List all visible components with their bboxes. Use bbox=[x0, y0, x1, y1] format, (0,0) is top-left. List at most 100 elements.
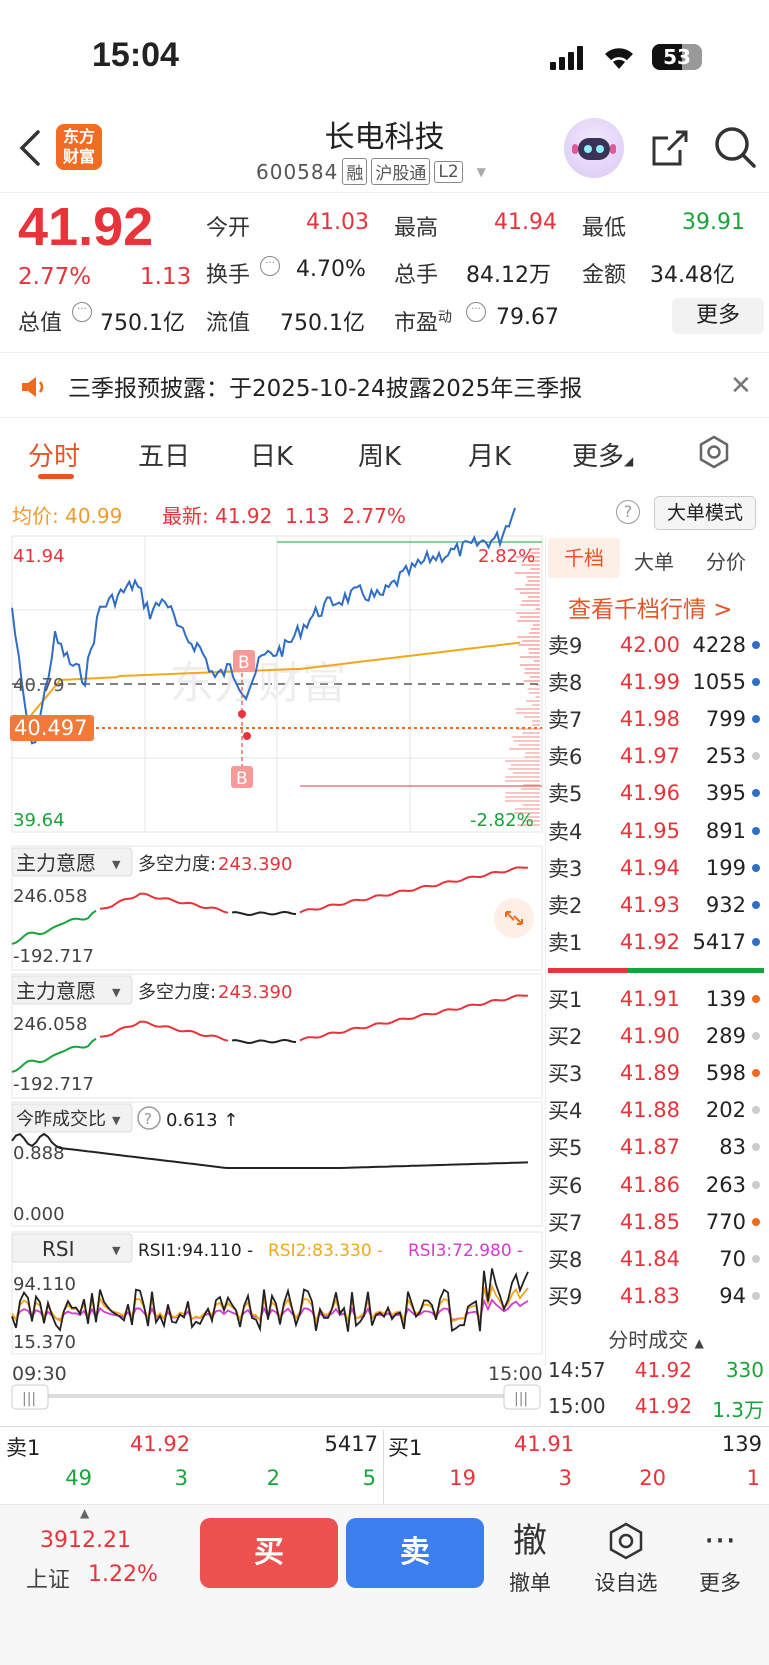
ask-dot-icon bbox=[752, 714, 760, 723]
ask-level: 卖4 bbox=[548, 819, 583, 844]
tag-l2: L2 bbox=[434, 160, 463, 183]
book-tab-price[interactable]: 分价 bbox=[706, 550, 746, 574]
ask-level: 卖1 bbox=[548, 931, 583, 956]
help-icon[interactable]: ? bbox=[616, 500, 640, 524]
bid-price: 41.88 bbox=[619, 1098, 680, 1123]
bid-volume: 94 bbox=[719, 1284, 746, 1309]
add-watchlist-button[interactable]: 设自选 bbox=[586, 1515, 666, 1597]
l1-ask-vol: 5417 bbox=[324, 1432, 378, 1456]
l1-bid-detail: 19 bbox=[449, 1466, 476, 1490]
notice-bar[interactable]: 三季报预披露：于2025-10-24披露2025年三季报 ✕ bbox=[0, 352, 769, 418]
high-value: 41.94 bbox=[494, 210, 557, 235]
turnover-label: 换手 bbox=[206, 263, 251, 288]
y-prev-close-label: 40.79 bbox=[13, 675, 65, 696]
bid-dot-icon bbox=[752, 1217, 760, 1226]
bid-volume: 70 bbox=[719, 1246, 746, 1271]
info-dots-icon[interactable]: ··· bbox=[72, 302, 92, 322]
indicator2-value: 243.390 bbox=[218, 982, 292, 1003]
bid-row[interactable]: 买5 41.87 83 bbox=[548, 1129, 764, 1166]
scroll-handle-left[interactable] bbox=[11, 1384, 49, 1410]
bid-level: 买5 bbox=[548, 1136, 583, 1161]
tab-more[interactable]: 更多◢ bbox=[572, 442, 634, 472]
buy-button[interactable]: 买 bbox=[200, 1518, 338, 1588]
bid-volume: 289 bbox=[705, 1023, 746, 1048]
info-dots-icon[interactable]: ··· bbox=[260, 256, 280, 276]
back-icon[interactable] bbox=[16, 128, 44, 172]
bid-row[interactable]: 买9 41.83 94 bbox=[548, 1278, 764, 1315]
ask-row[interactable]: 卖5 41.96 395 bbox=[548, 775, 764, 812]
view-thousand-link[interactable]: 查看千档行情 > bbox=[568, 597, 733, 623]
settings-gear-icon[interactable] bbox=[696, 434, 732, 474]
bid-row[interactable]: 买3 41.89 598 bbox=[548, 1054, 764, 1091]
indicator3-name[interactable]: 今昨成交比 bbox=[16, 1109, 106, 1130]
ask-row[interactable]: 卖3 41.94 199 bbox=[548, 849, 764, 886]
indicator2-bottom: -192.717 bbox=[13, 1074, 94, 1095]
turnover-value: 4.70% bbox=[296, 257, 366, 282]
trade-row: 15:00 41.92 1.3万 bbox=[548, 1394, 764, 1422]
bid-row[interactable]: 买1 41.91 139 bbox=[548, 980, 764, 1017]
cancel-order-button[interactable]: 撤 撤单 bbox=[490, 1515, 570, 1597]
pct-max-label: 2.82% bbox=[478, 546, 535, 567]
rsi-bottom: 15.370 bbox=[13, 1332, 76, 1353]
ask-row[interactable]: 卖1 41.92 5417 bbox=[548, 924, 764, 961]
info-dots-icon[interactable]: ··· bbox=[466, 302, 486, 322]
ask-price: 41.95 bbox=[619, 818, 680, 843]
pct-min-label: -2.82% bbox=[470, 810, 534, 831]
share-icon[interactable] bbox=[648, 126, 692, 174]
buy-marker[interactable] bbox=[231, 766, 253, 788]
speaker-icon bbox=[20, 375, 48, 403]
bid-volume: 263 bbox=[705, 1172, 746, 1197]
time-start: 09:30 bbox=[12, 1363, 67, 1385]
big-order-mode-button[interactable]: 大单模式 bbox=[654, 496, 756, 530]
tab-monthly-k[interactable]: 月K bbox=[468, 442, 512, 472]
battery-icon: 53 bbox=[652, 44, 702, 70]
bid-row[interactable]: 买8 41.84 70 bbox=[548, 1240, 764, 1277]
bid-row[interactable]: 买6 41.86 263 bbox=[548, 1166, 764, 1203]
corner-arrow-icon: ◢ bbox=[624, 454, 634, 468]
index-value[interactable]: 3912.21 bbox=[40, 1528, 131, 1553]
book-tab-bigorder[interactable]: 大单 bbox=[634, 550, 674, 574]
scroll-handle-right[interactable] bbox=[503, 1384, 541, 1410]
bid-dot-icon bbox=[752, 994, 760, 1003]
bid-row[interactable]: 买4 41.88 202 bbox=[548, 1092, 764, 1129]
ask-row[interactable]: 卖7 41.98 799 bbox=[548, 700, 764, 737]
bid-price: 41.89 bbox=[619, 1060, 680, 1085]
sell-button[interactable]: 卖 bbox=[346, 1518, 484, 1588]
bid-row[interactable]: 买7 41.85 770 bbox=[548, 1203, 764, 1240]
bid-dot-icon bbox=[752, 1180, 760, 1189]
bid-row[interactable]: 买2 41.90 289 bbox=[548, 1017, 764, 1054]
indicator1-label: 多空力度: bbox=[138, 854, 216, 875]
ask-row[interactable]: 卖6 41.97 253 bbox=[548, 738, 764, 775]
close-icon[interactable]: ✕ bbox=[730, 371, 752, 401]
expand-icon[interactable] bbox=[494, 898, 534, 938]
more-quote-button[interactable]: 更多 bbox=[672, 298, 764, 334]
status-time: 15:04 bbox=[92, 36, 179, 74]
ask-row[interactable]: 卖4 41.95 891 bbox=[548, 812, 764, 849]
ask-row[interactable]: 卖8 41.99 1055 bbox=[548, 663, 764, 700]
ask-volume: 199 bbox=[705, 855, 746, 880]
intraday-chart[interactable]: 东方财富 B B 41.94 40.79 39.64 2.82% -2.82% … bbox=[0, 488, 545, 1428]
tab-weekly-k[interactable]: 周K bbox=[358, 442, 402, 472]
rsi-name[interactable]: RSI bbox=[42, 1237, 75, 1261]
tab-intraday[interactable]: 分时 bbox=[28, 442, 81, 472]
ask-row[interactable]: 卖9 42.00 4228 bbox=[548, 626, 764, 663]
tab-daily-k[interactable]: 日K bbox=[250, 442, 294, 472]
indicator1-name[interactable]: 主力意愿 bbox=[16, 851, 96, 875]
ask-dot-icon bbox=[752, 677, 760, 686]
buy-marker[interactable] bbox=[233, 650, 255, 672]
stock-code-row[interactable]: 600584 融 沪股通 L2 ▼ bbox=[256, 158, 486, 185]
tab-five-day[interactable]: 五日 bbox=[138, 442, 191, 472]
scroll-track[interactable] bbox=[14, 1394, 534, 1398]
indicator2-top: 246.058 bbox=[13, 1014, 87, 1035]
book-tab-thousand[interactable]: 千档 bbox=[548, 538, 620, 578]
trades-title[interactable]: 分时成交 ▲ bbox=[608, 1328, 704, 1352]
indicator1-bottom: -192.717 bbox=[13, 946, 94, 967]
search-icon[interactable] bbox=[712, 124, 760, 176]
ask-row[interactable]: 卖2 41.93 932 bbox=[548, 886, 764, 923]
more-menu-button[interactable]: ··· 更多 bbox=[680, 1515, 760, 1597]
latest-price: 最新: 41.92 1.13 2.77% bbox=[162, 504, 406, 528]
ask-dot-icon bbox=[752, 900, 760, 909]
indicator2-name[interactable]: 主力意愿 bbox=[16, 979, 96, 1003]
ask-volume: 891 bbox=[705, 818, 746, 843]
robot-avatar-icon[interactable] bbox=[564, 118, 624, 178]
